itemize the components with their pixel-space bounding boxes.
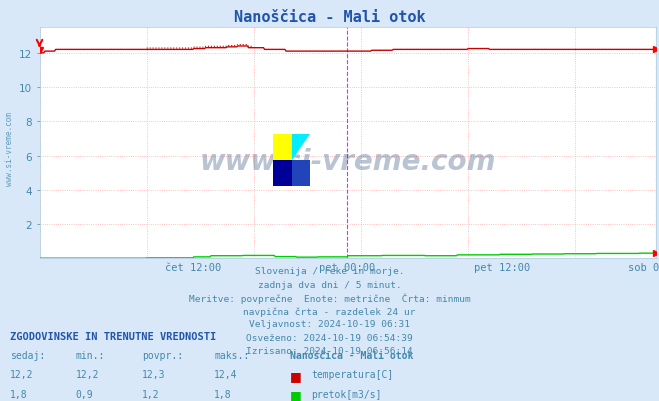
Text: www.si-vreme.com: www.si-vreme.com bbox=[200, 148, 496, 176]
Text: ■: ■ bbox=[290, 369, 302, 382]
Text: 1,8: 1,8 bbox=[214, 389, 232, 399]
Polygon shape bbox=[291, 134, 310, 160]
Text: povpr.:: povpr.: bbox=[142, 350, 183, 360]
Text: 12,2: 12,2 bbox=[76, 369, 100, 379]
Text: 0,9: 0,9 bbox=[76, 389, 94, 399]
Text: pet 00:00: pet 00:00 bbox=[320, 263, 376, 273]
Text: čet 12:00: čet 12:00 bbox=[165, 263, 221, 273]
Text: pretok[m3/s]: pretok[m3/s] bbox=[311, 389, 382, 399]
Text: 12,3: 12,3 bbox=[142, 369, 165, 379]
Text: zadnja dva dni / 5 minut.: zadnja dva dni / 5 minut. bbox=[258, 280, 401, 289]
Text: Nanoščica - Mali otok: Nanoščica - Mali otok bbox=[234, 10, 425, 25]
Text: 12,2: 12,2 bbox=[10, 369, 34, 379]
Text: min.:: min.: bbox=[76, 350, 105, 360]
Text: navpična črta - razdelek 24 ur: navpična črta - razdelek 24 ur bbox=[243, 306, 416, 316]
Polygon shape bbox=[273, 160, 291, 186]
Text: Meritve: povprečne  Enote: metrične  Črta: minmum: Meritve: povprečne Enote: metrične Črta:… bbox=[188, 293, 471, 304]
Polygon shape bbox=[291, 160, 310, 186]
Text: sedaj:: sedaj: bbox=[10, 350, 45, 360]
Text: www.si-vreme.com: www.si-vreme.com bbox=[5, 111, 14, 185]
Polygon shape bbox=[273, 134, 291, 160]
Text: Veljavnost: 2024-10-19 06:31: Veljavnost: 2024-10-19 06:31 bbox=[249, 320, 410, 328]
Text: ZGODOVINSKE IN TRENUTNE VREDNOSTI: ZGODOVINSKE IN TRENUTNE VREDNOSTI bbox=[10, 331, 216, 341]
Text: Osveženo: 2024-10-19 06:54:39: Osveženo: 2024-10-19 06:54:39 bbox=[246, 333, 413, 342]
Text: 12,4: 12,4 bbox=[214, 369, 238, 379]
Text: ■: ■ bbox=[290, 389, 302, 401]
Text: pet 12:00: pet 12:00 bbox=[474, 263, 530, 273]
Text: Nanoščica - Mali otok: Nanoščica - Mali otok bbox=[290, 350, 413, 360]
Text: sob 00:00: sob 00:00 bbox=[627, 263, 659, 273]
Text: Izrisano: 2024-10-19 06:56:14: Izrisano: 2024-10-19 06:56:14 bbox=[246, 346, 413, 355]
Text: 1,8: 1,8 bbox=[10, 389, 28, 399]
Text: 1,2: 1,2 bbox=[142, 389, 159, 399]
Text: Slovenija / reke in morje.: Slovenija / reke in morje. bbox=[255, 267, 404, 275]
Text: maks.:: maks.: bbox=[214, 350, 249, 360]
Text: temperatura[C]: temperatura[C] bbox=[311, 369, 393, 379]
